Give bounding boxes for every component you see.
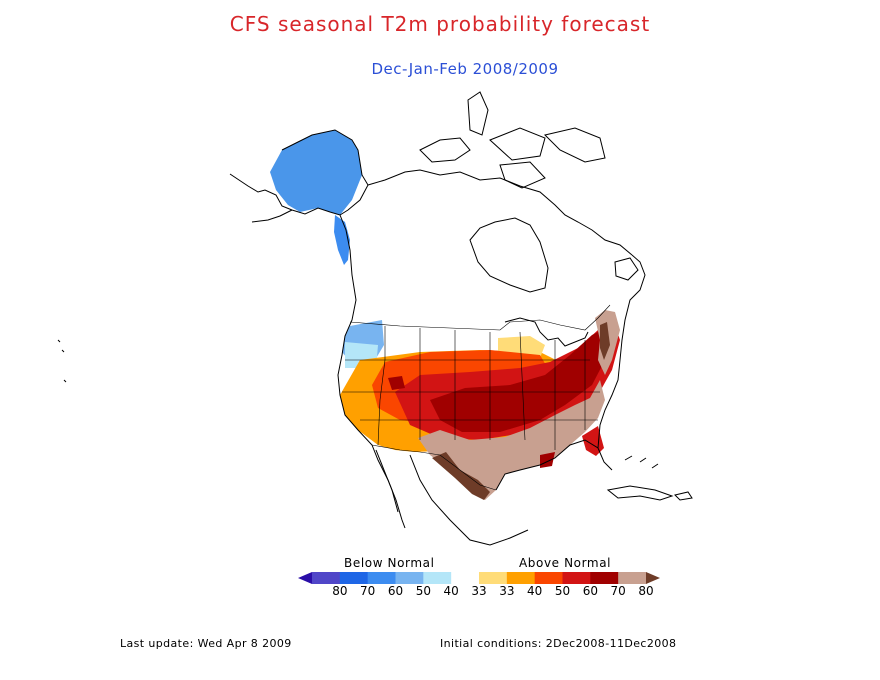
cuba-outline	[606, 485, 674, 501]
hawaii-islands	[57, 339, 67, 383]
legend-bin-0	[298, 572, 312, 584]
mexico-gulf-outline	[495, 439, 613, 491]
arctic-island-3	[489, 127, 546, 161]
above-normal-label: Above Normal	[519, 556, 612, 570]
bahamas-outline	[624, 455, 659, 469]
legend-tick-label: 40	[527, 584, 543, 598]
small-dark-red-spot	[388, 376, 405, 390]
newfoundland-outline	[614, 257, 639, 281]
conus-above-normal-70	[430, 330, 605, 432]
legend-bin-8	[506, 572, 536, 584]
arctic-coast-outline	[367, 169, 633, 256]
political-borders	[342, 304, 611, 491]
arctic-island-2	[467, 91, 489, 136]
gulf-coast-red	[540, 452, 555, 468]
map-subtitle: Dec-Jan-Feb 2008/2009	[371, 60, 559, 78]
probability-legend-bar	[298, 572, 660, 584]
legend-tick-label: 70	[610, 584, 626, 598]
legend-tick-label: 50	[415, 584, 431, 598]
map-title: CFS seasonal T2m probability forecast	[229, 12, 651, 36]
legend-bin-11	[590, 572, 619, 584]
mexico-mainland-outline	[409, 454, 529, 546]
legend-tick-label: 40	[443, 584, 459, 598]
legend-tick-label: 80	[638, 584, 654, 598]
legend-tick-label: 60	[582, 584, 598, 598]
east-coast-outline	[597, 254, 646, 449]
greenland-tip-outline	[544, 127, 606, 163]
great-lakes-outline	[504, 317, 589, 347]
legend-bin-1	[312, 572, 341, 584]
coastline-outlines	[57, 91, 693, 546]
conus-above-normal-80-south	[418, 380, 605, 500]
state-borders	[342, 326, 600, 450]
us-mexico-border	[371, 444, 497, 491]
initial-conditions-text: Initial conditions: 2Dec2008-11Dec2008	[440, 637, 677, 650]
alaska-below-normal-area	[270, 130, 362, 215]
legend-bin-2	[339, 572, 369, 584]
caribbean-outline	[674, 491, 693, 501]
legend-tick-label: 33	[471, 584, 487, 598]
legend-bin-13	[646, 572, 660, 584]
conus-above-normal-80plus-east	[600, 322, 610, 360]
legend-tick-label: 50	[554, 584, 571, 598]
conus-above-normal-80plus-texas	[432, 452, 490, 500]
alaska-peninsula-outline	[251, 209, 293, 223]
legend-bin-4	[395, 572, 424, 584]
legend-bin-12	[618, 572, 647, 584]
legend-tick-label: 33	[499, 584, 515, 598]
legend-tick-label: 70	[360, 584, 376, 598]
alaska-panhandle-below-normal	[334, 215, 350, 265]
us-canada-border	[349, 304, 611, 331]
last-update-text: Last update: Wed Apr 8 2009	[120, 637, 292, 650]
legend-bin-10	[562, 572, 591, 584]
legend-tick-label: 80	[332, 584, 348, 598]
hudson-bay-outline	[469, 217, 549, 293]
legend-bin-3	[367, 572, 396, 584]
legend-bin-5	[423, 572, 452, 584]
legend-tick-label: 60	[387, 584, 404, 598]
baja-outline	[375, 449, 399, 513]
arctic-island-1	[419, 137, 471, 163]
alaska-outline	[229, 129, 369, 216]
below-normal-label: Below Normal	[344, 556, 435, 570]
legend-bin-6	[451, 572, 480, 584]
legend-bin-7	[479, 572, 508, 584]
probability-shading	[270, 130, 620, 500]
arctic-island-4	[499, 161, 546, 189]
legend-bin-9	[534, 572, 563, 584]
